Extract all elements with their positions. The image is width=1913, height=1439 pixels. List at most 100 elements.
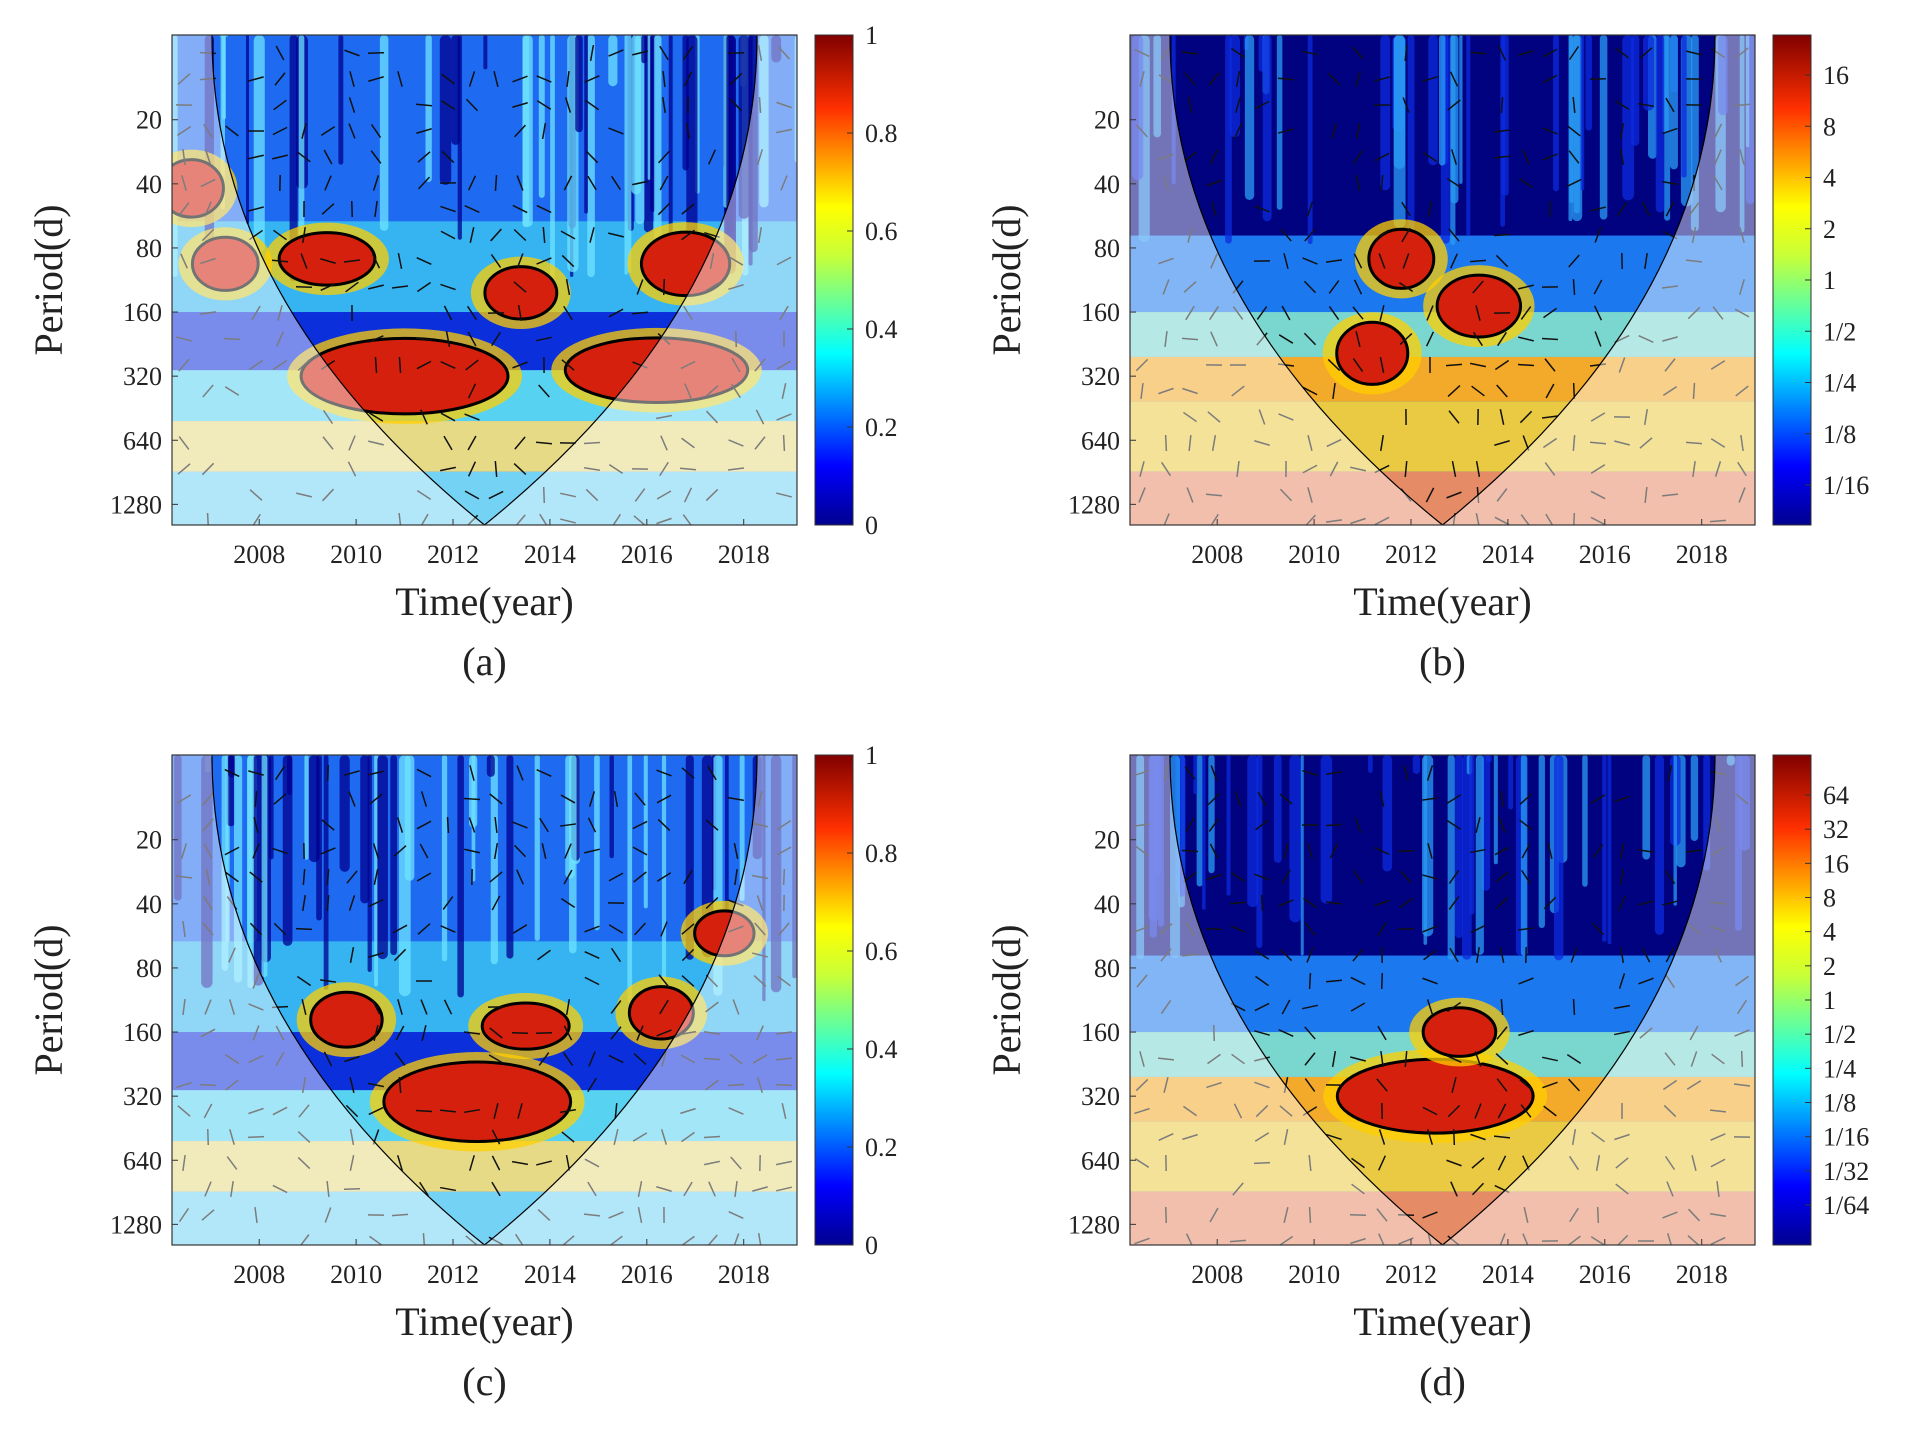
phase-arrow [445,331,451,347]
phase-arrows [1133,764,1751,1245]
phase-arrow [1422,925,1438,933]
x-tick-label: 2008 [233,540,285,569]
phase-arrow [683,869,693,885]
streak [1655,35,1665,213]
phase-arrow [705,974,719,988]
phase-arrow [560,492,576,498]
phase-arrow [682,46,694,60]
phase-arrow [560,898,576,908]
streak [631,35,641,195]
phase-arrow [1304,228,1316,242]
phase-arrow [272,1184,288,1194]
streak [1554,755,1564,961]
phase-arrow [1665,947,1675,963]
phase-arrow [1303,280,1317,294]
phase-arrow [320,125,336,137]
phase-arrow [583,441,601,445]
phase-arrow [511,1160,529,1166]
phase-arrow [536,100,552,110]
phase-arrow [463,1031,481,1035]
streak [1622,35,1635,201]
phase-arrow [393,948,407,962]
phase-arrow [564,97,572,113]
phase-arrow [367,51,385,55]
phase-arrow [734,868,738,886]
phase-arrow [514,1233,524,1245]
phase-arrow [660,435,668,451]
phase-arrow [1542,48,1558,58]
phase-arrow [754,358,766,372]
phase-arrow [1164,330,1168,348]
x-axis-label: Time(year) [395,1299,573,1344]
significant-region-6 [639,230,732,298]
phase-arrow [1450,1181,1458,1197]
phase-arrow [297,1156,311,1170]
phase-arrow [296,975,312,987]
phase-arrow [248,359,264,371]
phase-arrow [656,490,672,500]
phase-arrow [443,435,453,451]
phase-arrow [1590,206,1606,212]
phase-arrow [271,1005,289,1009]
phase-arrow [297,1130,311,1144]
colorbar-tick-label: 8 [1823,884,1836,913]
phase-arrow [344,49,360,57]
phase-arrow [584,951,600,959]
streak [1423,755,1428,945]
streak [221,755,229,971]
phase-arrow [1593,305,1603,321]
phase-arrow [301,1076,307,1094]
phase-arrow [420,999,428,1015]
phase-arrow [1398,281,1414,293]
streak [1225,35,1232,244]
phase-arrow [1685,441,1703,445]
phase-arrow [180,253,188,269]
streak [575,35,583,133]
phase-arrow [467,331,477,347]
colorbar-tick-label: 2 [1823,952,1836,981]
phase-arrow [489,1027,503,1039]
streak [738,35,750,219]
phase-arrow [416,281,432,293]
colorbar-tick-label: 0.8 [865,839,898,868]
phase-arrow [1423,949,1437,961]
phase-arrow [274,765,286,781]
phase-arrow [1566,178,1582,188]
phase-arrow [1208,305,1220,321]
colorbar-tick-label: 1/8 [1823,1089,1856,1118]
phase-arrow [391,285,409,289]
phase-arrow [297,151,311,163]
phase-arrow [1446,1001,1462,1013]
streak [1739,35,1745,233]
phase-arrow [348,435,356,451]
phase-arrow [1692,460,1696,478]
streak [1273,755,1282,863]
phase-arrow [1452,512,1456,525]
phase-arrow [1643,408,1649,426]
phase-arrow [1715,817,1721,833]
phase-arrow [1617,201,1627,217]
phase-arrow [1475,305,1481,321]
phase-arrow [1181,337,1199,341]
phase-arrow [1691,226,1697,244]
phase-arrow [419,1181,429,1197]
phase-arrow [1737,999,1747,1015]
phase-arrow [440,283,456,291]
phase-arrow [756,895,764,911]
streak [1320,755,1333,904]
phase-arrow [659,175,669,191]
phase-arrow [1618,895,1626,911]
streak [1393,35,1406,229]
phase-arrow [324,175,332,191]
phase-arrow [583,466,601,472]
phase-arrow [1426,1129,1434,1145]
phase-arrow [469,1155,475,1171]
phase-arrow [1236,460,1240,478]
phase-arrow [274,72,286,86]
phase-arrow [1710,360,1726,370]
phase-arrow [1377,1025,1387,1041]
phase-arrow [491,1181,501,1197]
streak [1450,35,1456,245]
phase-arrow [1664,1155,1676,1171]
phase-arrow [560,230,576,240]
